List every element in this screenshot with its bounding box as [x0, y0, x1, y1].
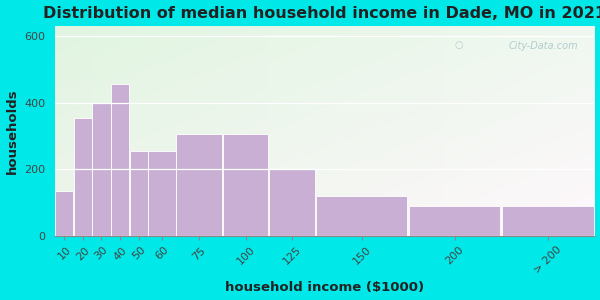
Bar	[92, 103, 110, 236]
Bar	[148, 151, 176, 236]
Bar	[176, 134, 222, 236]
Bar	[269, 169, 315, 236]
Bar	[74, 118, 92, 236]
Text: ○: ○	[454, 40, 463, 50]
Y-axis label: households: households	[5, 88, 19, 174]
Bar	[111, 84, 129, 236]
Bar	[409, 206, 500, 236]
Title: Distribution of median household income in Dade, MO in 2021: Distribution of median household income …	[43, 6, 600, 21]
Bar	[130, 151, 148, 236]
X-axis label: household income ($1000): household income ($1000)	[225, 281, 424, 294]
Bar	[55, 191, 73, 236]
Bar	[223, 134, 268, 236]
Bar	[502, 206, 593, 236]
Text: City-Data.com: City-Data.com	[509, 40, 578, 51]
Bar	[316, 196, 407, 236]
